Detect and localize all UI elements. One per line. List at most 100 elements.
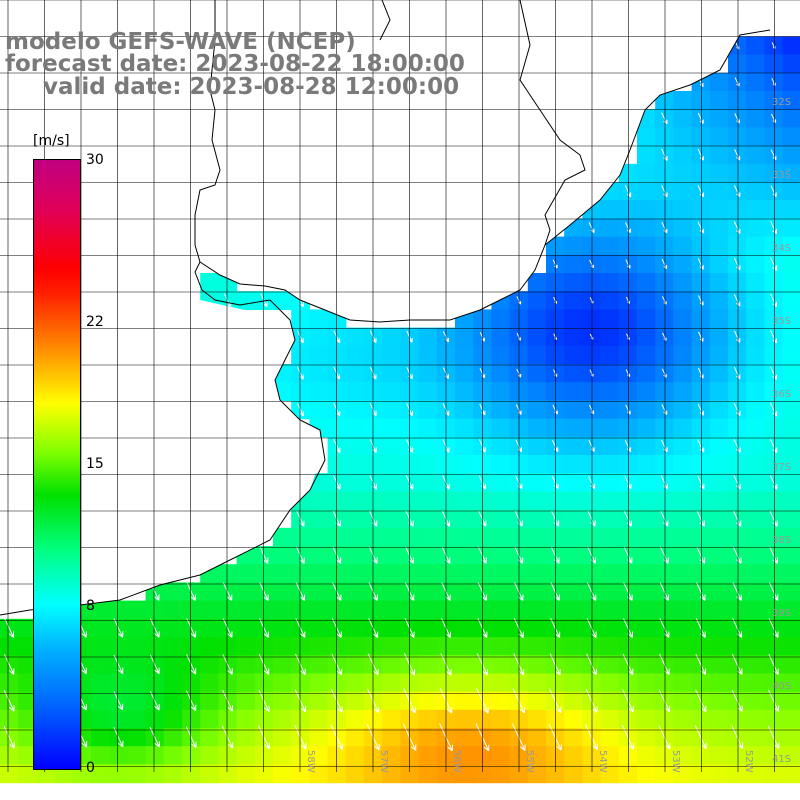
speed-cell (709, 345, 729, 365)
speed-cell (746, 637, 765, 656)
speed-cell (746, 455, 765, 474)
speed-cell (728, 127, 747, 147)
speed-cell (91, 637, 110, 656)
speed-cell (236, 746, 256, 765)
speed-cell (764, 746, 784, 765)
speed-cell (309, 728, 329, 747)
speed-cell (182, 637, 201, 656)
speed-cell (163, 673, 183, 693)
speed-cell (709, 218, 729, 238)
speed-cell (782, 291, 800, 310)
speed-cell (309, 345, 329, 365)
speed-cell (673, 400, 693, 420)
speed-cell (673, 291, 693, 310)
speed-cell (655, 382, 674, 401)
speed-cell (455, 546, 474, 565)
speed-cell (746, 582, 765, 602)
speed-cell (691, 127, 711, 147)
wind-arrow (149, 618, 160, 638)
speed-cell (782, 564, 800, 583)
speed-cell (145, 637, 165, 656)
speed-cell (200, 618, 219, 638)
speed-cell (709, 382, 729, 401)
speed-cell (655, 309, 674, 329)
lat-label: 41S (772, 754, 791, 765)
speed-cell (145, 673, 165, 693)
speed-cell (673, 673, 693, 693)
speed-cell (491, 546, 511, 565)
speed-cell (564, 637, 583, 656)
speed-cell (782, 145, 800, 165)
speed-cell (691, 637, 711, 656)
speed-cell (618, 418, 638, 438)
speed-cell (36, 764, 56, 784)
speed-cell (564, 673, 583, 693)
speed-cell (637, 455, 656, 474)
lat-label: 40S (772, 681, 791, 692)
speed-cell (673, 546, 693, 565)
speed-cell (345, 455, 365, 474)
speed-cell (382, 655, 401, 674)
speed-cell (618, 491, 638, 511)
speed-cell (673, 254, 693, 274)
speed-cell (637, 509, 656, 529)
speed-cell (673, 109, 693, 128)
speed-cell (436, 764, 456, 784)
speed-cell (709, 200, 729, 219)
speed-cell (455, 637, 474, 656)
wind-arrow (149, 691, 160, 711)
speed-cell (728, 637, 747, 656)
speed-cell (527, 345, 547, 365)
speed-cell (782, 54, 800, 74)
speed-cell (709, 673, 729, 693)
speed-cell (764, 491, 784, 511)
speed-cell (291, 564, 310, 583)
wind-arrow (186, 654, 197, 675)
speed-cell (527, 728, 547, 747)
speed-cell (673, 637, 693, 656)
speed-cell (163, 618, 183, 638)
speed-cell (418, 673, 438, 693)
speed-cell (655, 673, 674, 693)
wind-arrow (659, 546, 669, 564)
speed-cell (527, 418, 547, 438)
speed-cell (491, 400, 511, 420)
speed-cell (72, 673, 92, 693)
speed-cell (236, 728, 256, 747)
speed-cell (345, 546, 365, 565)
speed-cell (637, 491, 656, 511)
border-uruguay (194, 0, 221, 263)
speed-cell (637, 145, 656, 165)
speed-cell (746, 527, 765, 547)
speed-cell (291, 637, 310, 656)
speed-cell (564, 455, 583, 474)
speed-cell (491, 327, 511, 347)
speed-cell (527, 527, 547, 547)
wind-arrow (186, 618, 197, 638)
speed-cell (618, 746, 638, 765)
speed-cell (691, 709, 711, 729)
speed-cell (709, 455, 729, 474)
speed-cell (746, 709, 765, 729)
speed-cell (637, 436, 656, 456)
speed-cell (345, 345, 365, 365)
speed-cell (691, 764, 711, 784)
speed-cell (455, 600, 474, 620)
speed-cell (709, 600, 729, 620)
speed-cell (746, 746, 765, 765)
speed-cell (182, 746, 201, 765)
speed-cell (382, 473, 401, 492)
speed-cell (455, 364, 474, 383)
speed-cell (637, 709, 656, 729)
speed-cell (655, 564, 674, 583)
speed-cell (418, 491, 438, 511)
speed-cell (382, 546, 401, 565)
speed-cell (764, 418, 784, 438)
wind-arrow (694, 725, 707, 750)
wind-arrow (222, 654, 233, 675)
speed-cell (127, 673, 147, 693)
speed-cell (291, 673, 310, 693)
speed-cell (709, 145, 729, 165)
speed-cell (91, 655, 110, 674)
